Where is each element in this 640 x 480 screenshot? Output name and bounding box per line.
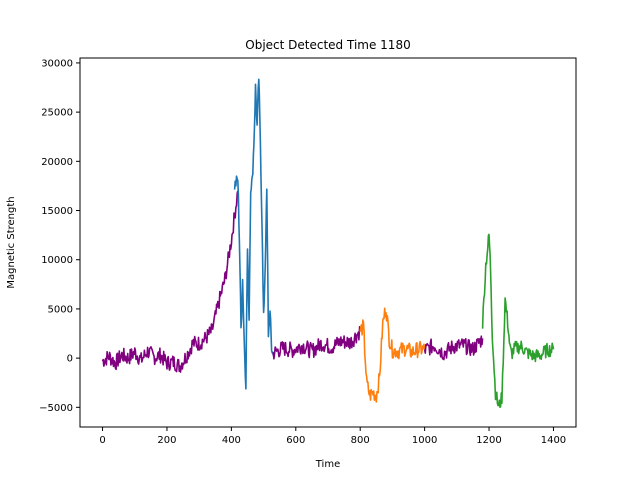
x-axis-ticks: 0 200 400 600 800 1000 1200 1400 bbox=[99, 427, 566, 446]
y-tick-label: 30000 bbox=[41, 58, 73, 69]
x-tick-label: 0 bbox=[99, 435, 105, 446]
y-tick-label: 0 bbox=[67, 354, 73, 365]
y-tick-label: 15000 bbox=[41, 206, 73, 217]
x-tick-label: 1200 bbox=[476, 435, 501, 446]
y-tick-label: 5000 bbox=[48, 304, 73, 315]
y-tick-label: 10000 bbox=[41, 255, 73, 266]
x-tick-label: 1000 bbox=[412, 435, 437, 446]
chart-title: Object Detected Time 1180 bbox=[245, 38, 410, 52]
series-line-segment-6 bbox=[481, 233, 555, 409]
y-tick-label: 25000 bbox=[41, 108, 73, 119]
x-tick-label: 200 bbox=[157, 435, 176, 446]
x-axis-label: Time bbox=[315, 459, 340, 470]
plot-area bbox=[79, 57, 577, 428]
series-line-segment-3 bbox=[272, 325, 361, 360]
series-layer bbox=[101, 78, 555, 409]
y-axis-label: Magnetic Strength bbox=[6, 196, 17, 288]
x-tick-label: 600 bbox=[286, 435, 305, 446]
series-line-segment-4 bbox=[359, 307, 426, 403]
x-tick-label: 400 bbox=[222, 435, 241, 446]
y-axis-ticks: −5000 0 5000 10000 15000 20000 25000 30000 bbox=[39, 58, 80, 414]
y-tick-label: 20000 bbox=[41, 157, 73, 168]
series-line-segment-1 bbox=[101, 190, 239, 373]
series-line-segment-5 bbox=[423, 335, 484, 361]
x-tick-label: 800 bbox=[351, 435, 370, 446]
x-tick-label: 1400 bbox=[541, 435, 566, 446]
y-tick-label: −5000 bbox=[39, 403, 73, 414]
series-line-segment-2 bbox=[233, 78, 274, 390]
